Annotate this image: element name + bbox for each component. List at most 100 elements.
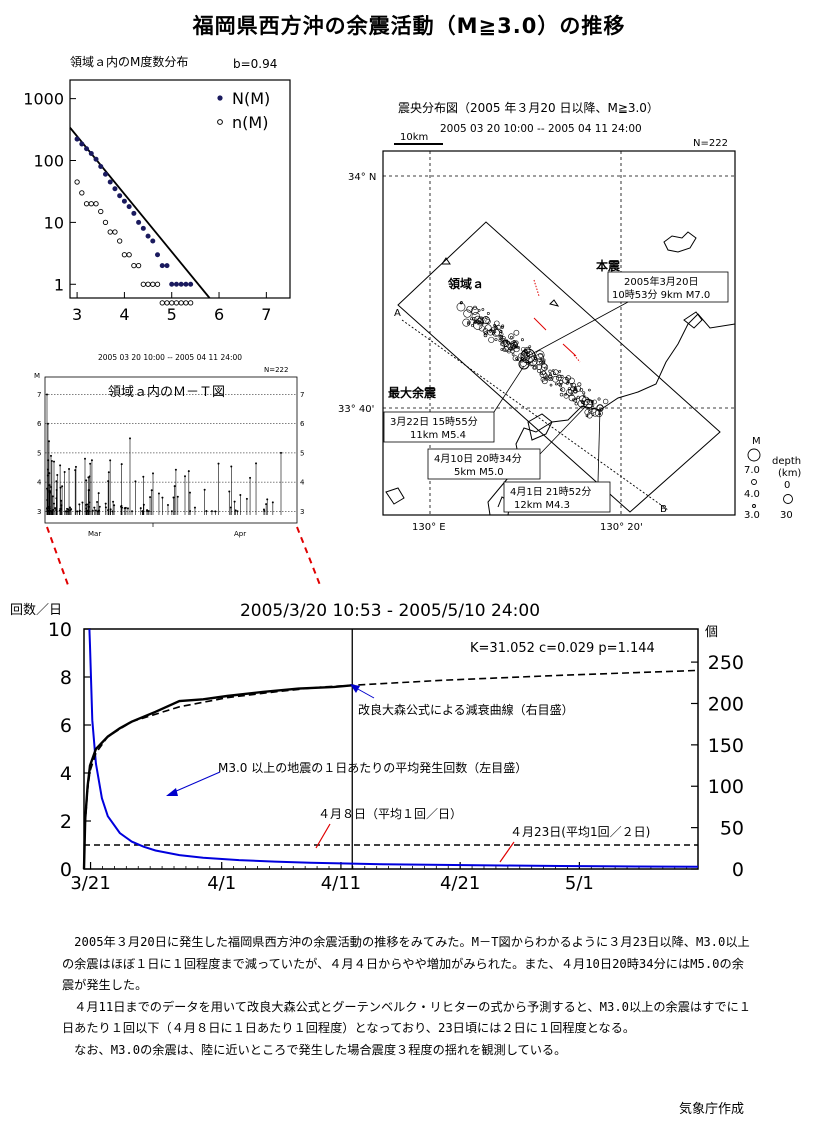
map-title: 震央分布図（2005 年３月20 日以降、M≧3.0）: [398, 101, 659, 115]
mt-event-head: [120, 463, 123, 466]
n-cumulative-point: [159, 263, 165, 269]
freq-y-tick-label: 1: [54, 275, 64, 294]
mt-event-head: [255, 462, 258, 465]
epicenter: [585, 398, 590, 403]
mt-event-head: [280, 451, 282, 454]
annot-cumulative: 改良大森公式による減衰曲線（右目盛）: [358, 702, 574, 717]
mt-event-head: [262, 508, 265, 511]
n-cumulative-point: [74, 136, 80, 142]
epicenter: [494, 337, 498, 341]
mt-y-tick-label: 6: [37, 420, 42, 428]
epicenter: [559, 392, 564, 397]
mt-y-tick-label: 3: [37, 508, 41, 516]
epicenter-apr10: [583, 399, 593, 409]
mt-event-head: [55, 480, 58, 483]
region-a-label: 領域ａ: [447, 276, 484, 291]
epicenter: [488, 336, 495, 343]
n-noncumulative-point: [117, 238, 123, 244]
epicenter: [558, 370, 562, 373]
legend-n-noncumulative-label: n(M): [232, 113, 268, 132]
mt-event-head: [233, 500, 236, 503]
svg-text:3月22日 15時55分: 3月22日 15時55分: [390, 416, 478, 428]
annotation-arrows: [166, 684, 515, 863]
mt-event-head: [112, 500, 115, 503]
freq-chart-title: 領域ａ内のM度数分布: [70, 54, 188, 69]
mt-range-label: 2005 03 20 10:00 -- 2005 04 11 24:00: [98, 353, 242, 362]
x-tick-label: 5/1: [565, 873, 594, 894]
mt-event-head: [149, 496, 152, 499]
epicenter: [485, 318, 491, 325]
epicenter: [573, 398, 578, 403]
mt-event-head: [55, 497, 58, 500]
mt-event-head: [84, 457, 86, 460]
n-cumulative-point: [79, 141, 85, 147]
epicenter: [549, 383, 553, 387]
epicenter: [560, 374, 564, 378]
freq-plot-area: [69, 127, 211, 306]
mt-event-head: [239, 493, 242, 496]
mt-event-head: [60, 504, 63, 507]
aftershock-decay-chart: 2005/3/20 10:53 - 2005/5/10 24:00 回数／日 個…: [10, 601, 744, 894]
mt-event-head: [53, 460, 55, 463]
freq-axis-ticks: 1000 100 10 13 4 5 6 7: [23, 90, 271, 324]
epicenter: [493, 325, 497, 328]
n-noncumulative-point: [140, 281, 146, 287]
lon-label-130: 130° E: [412, 522, 446, 532]
annot-apr23: ４月23日(平均1回／２日): [510, 825, 650, 839]
annot-apr8: ４月８日（平均１回／日）: [318, 807, 462, 821]
x-tick-label: 4/11: [321, 873, 361, 894]
n-cumulative-point: [121, 198, 127, 204]
freq-y-tick-label: 10: [44, 213, 64, 232]
epicenter: [582, 391, 586, 395]
epicenter: [592, 399, 597, 405]
mt-y-tick-label-right: 5: [300, 449, 304, 457]
epicenter: [472, 305, 478, 310]
epicenter: [555, 374, 562, 381]
n-cumulative-point: [84, 146, 90, 152]
mt-event-head: [123, 507, 126, 510]
svg-text:0: 0: [784, 480, 790, 491]
epicenter: [483, 333, 488, 338]
callout-apr1: 4月1日 21時52分 12km M4.3: [503, 407, 611, 513]
epicenter: [554, 382, 558, 386]
mt-event-head: [131, 510, 134, 513]
mt-event-head: [46, 488, 49, 491]
epicenter: [568, 389, 573, 394]
epicenter: [481, 308, 485, 311]
epicenter: [466, 305, 474, 313]
epicenter: [579, 388, 584, 392]
right-y-tick-label: 50: [720, 818, 744, 840]
epicenter: [565, 377, 569, 381]
mt-event-head: [107, 471, 110, 474]
mt-y-tick-label: 5: [37, 449, 41, 457]
frequency-distribution-chart: 領域ａ内のM度数分布 b=0.94 1000 100 10 13 4 5 6 7 N(M) n…: [23, 54, 291, 324]
mt-event-head: [70, 508, 73, 511]
epicenter: [539, 370, 547, 378]
epicenter: [502, 337, 505, 341]
epicenter: [509, 343, 515, 348]
left-unit-label: 回数／日: [10, 603, 62, 618]
epicenter: [510, 335, 513, 339]
freq-x-tick-label: 4: [119, 305, 129, 324]
fault-traces: [533, 279, 581, 363]
n-cumulative-point: [93, 156, 99, 162]
x-tick-label: 4/1: [207, 873, 236, 894]
svg-text:5km M5.0: 5km M5.0: [454, 467, 504, 478]
mt-event-head: [90, 459, 93, 462]
lat-label-3340: 33° 40': [338, 404, 374, 415]
n-noncumulative-point: [102, 219, 109, 226]
epicenter: [539, 361, 542, 364]
svg-text:3.0: 3.0: [744, 510, 760, 521]
mt-y-tick-label: 4: [37, 479, 42, 487]
mt-event-head: [187, 470, 190, 473]
epicenter: [471, 307, 479, 315]
legend-n-cumulative-marker: [217, 95, 223, 101]
mt-event-head: [266, 498, 269, 501]
epicenter: [493, 330, 497, 334]
right-y-tick-label: 100: [708, 776, 744, 798]
epicenter: [498, 335, 503, 340]
mt-event-head: [50, 459, 53, 462]
epicenter: [528, 345, 532, 348]
mt-event-head: [234, 509, 237, 512]
